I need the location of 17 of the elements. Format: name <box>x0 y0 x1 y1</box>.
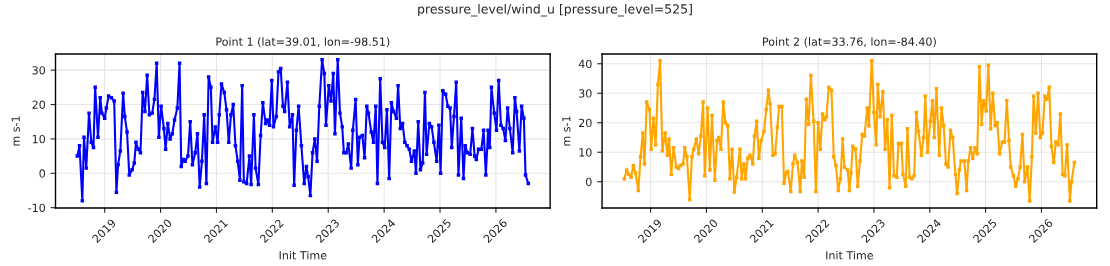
y-tick-label: 20 <box>32 100 46 109</box>
x-axis-title: Init Time <box>826 250 874 260</box>
y-tick-label: 10 <box>579 148 592 157</box>
y-tick-label: 0 <box>39 169 46 178</box>
y-tick-label: 30 <box>579 89 592 98</box>
y-tick-label: -10 <box>28 203 46 213</box>
text: pressure_level/wind_u [pressure_level=525] <box>418 3 692 17</box>
y-tick-label: 30 <box>32 66 46 75</box>
x-axis-title: Init Time <box>279 250 327 260</box>
y-tick-label: 0 <box>586 177 592 187</box>
y-tick-label: 10 <box>32 134 46 144</box>
y-axis-title: m s-1 <box>11 116 20 146</box>
y-tick-label: 20 <box>579 118 592 128</box>
y-axis-title: m s-1 <box>562 116 571 146</box>
chart-title: Point 1 (lat=39.01, lon=-98.51) <box>216 37 390 48</box>
y-tick-label: 40 <box>578 59 592 69</box>
chart-title: Point 2 (lat=33.76, lon=-84.40) <box>763 37 936 48</box>
